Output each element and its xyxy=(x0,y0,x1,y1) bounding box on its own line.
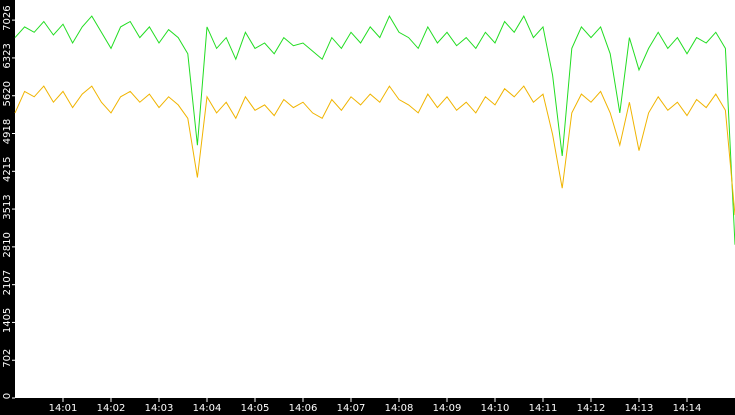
x-tick-label: 14:13 xyxy=(625,403,654,414)
y-tick-label: 3513 xyxy=(2,194,13,219)
x-tick-label: 14:09 xyxy=(433,403,462,414)
x-tick-label: 14:10 xyxy=(481,403,510,414)
line-series xyxy=(14,15,735,245)
line-series xyxy=(14,85,735,216)
y-tick-label: 7026 xyxy=(2,5,13,30)
y-tick-label: 2107 xyxy=(2,270,13,295)
y-tick-label: 702 xyxy=(2,349,13,368)
x-tick-label: 14:03 xyxy=(145,403,174,414)
x-axis-band xyxy=(0,398,735,415)
x-tick-label: 14:07 xyxy=(337,403,366,414)
x-tick-label: 14:14 xyxy=(673,403,702,414)
y-axis-band xyxy=(0,0,15,415)
x-tick-label: 14:05 xyxy=(241,403,270,414)
y-tick-label: 0 xyxy=(2,393,13,399)
x-tick-label: 14:12 xyxy=(577,403,606,414)
x-tick-label: 14:08 xyxy=(385,403,414,414)
y-tick-label: 2810 xyxy=(2,232,13,257)
y-tick-label: 1405 xyxy=(2,308,13,333)
x-tick-label: 14:06 xyxy=(289,403,318,414)
x-tick-label: 14:11 xyxy=(529,403,558,414)
y-tick-label: 4918 xyxy=(2,119,13,144)
x-tick-label: 14:04 xyxy=(193,403,222,414)
x-tick-label: 14:02 xyxy=(97,403,126,414)
y-tick-label: 6323 xyxy=(2,43,13,68)
x-tick-label: 14:01 xyxy=(49,403,78,414)
y-tick-label: 4215 xyxy=(2,157,13,182)
y-tick-label: 5620 xyxy=(2,81,13,106)
